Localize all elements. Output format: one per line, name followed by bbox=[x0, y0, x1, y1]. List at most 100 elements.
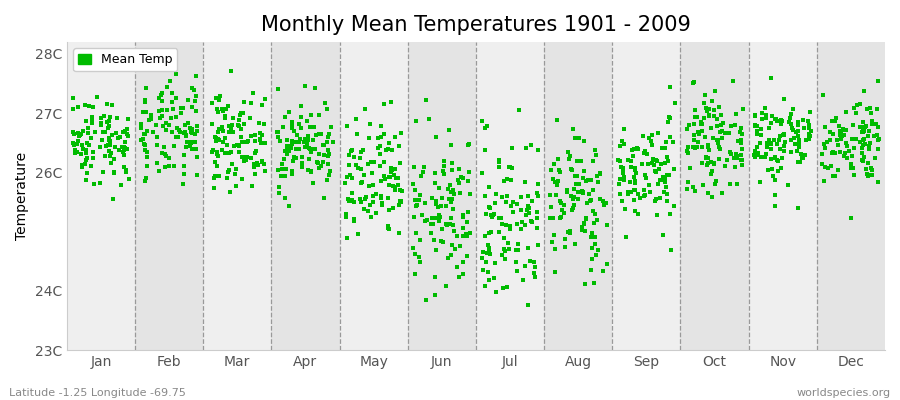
Point bbox=[159, 120, 174, 126]
Point bbox=[870, 146, 885, 152]
Point bbox=[247, 161, 261, 167]
Point bbox=[525, 198, 539, 204]
Point bbox=[642, 135, 656, 142]
Point bbox=[277, 195, 292, 201]
Point bbox=[102, 123, 116, 129]
Point bbox=[828, 118, 842, 124]
Point bbox=[574, 157, 589, 164]
Point bbox=[410, 202, 425, 208]
Point bbox=[706, 98, 720, 104]
Point bbox=[765, 112, 779, 119]
Point bbox=[383, 169, 398, 175]
Point bbox=[346, 174, 360, 181]
Point bbox=[504, 145, 518, 152]
Point bbox=[180, 139, 194, 146]
Point bbox=[367, 159, 382, 165]
Point bbox=[764, 141, 778, 148]
Point bbox=[482, 276, 496, 283]
Point bbox=[704, 125, 718, 131]
Point bbox=[636, 150, 651, 156]
Point bbox=[184, 139, 199, 146]
Point bbox=[232, 117, 247, 123]
Point bbox=[529, 190, 544, 196]
Point bbox=[661, 158, 675, 164]
Point bbox=[85, 116, 99, 122]
Point bbox=[735, 131, 750, 138]
Point bbox=[138, 99, 152, 106]
Point bbox=[448, 246, 463, 252]
Point bbox=[86, 148, 101, 155]
Point bbox=[282, 202, 296, 209]
Point bbox=[392, 175, 406, 181]
Point bbox=[446, 228, 461, 234]
Point bbox=[715, 128, 729, 134]
Point bbox=[428, 180, 442, 186]
Point bbox=[208, 158, 222, 165]
Point bbox=[455, 233, 470, 240]
Point bbox=[628, 186, 643, 193]
Point bbox=[315, 158, 329, 165]
Point bbox=[554, 200, 569, 207]
Point bbox=[138, 130, 152, 137]
Point bbox=[748, 154, 762, 160]
Point bbox=[726, 78, 741, 84]
Point bbox=[585, 208, 599, 214]
Point bbox=[857, 136, 871, 142]
Point bbox=[84, 135, 98, 141]
Point bbox=[308, 85, 322, 91]
Point bbox=[718, 130, 733, 136]
Point bbox=[791, 118, 806, 125]
Point bbox=[179, 132, 194, 139]
Point bbox=[705, 168, 719, 174]
Point bbox=[183, 142, 197, 149]
Point bbox=[282, 108, 296, 115]
Point bbox=[662, 171, 676, 178]
Point bbox=[66, 95, 80, 101]
Point bbox=[626, 146, 641, 152]
Point bbox=[66, 140, 80, 147]
Point bbox=[489, 191, 503, 197]
Point bbox=[704, 171, 718, 177]
Point bbox=[596, 198, 610, 204]
Point bbox=[548, 268, 562, 275]
Point bbox=[759, 111, 773, 118]
Point bbox=[284, 170, 299, 177]
Point bbox=[499, 199, 513, 205]
Point bbox=[419, 297, 434, 303]
Point bbox=[104, 160, 118, 166]
Point bbox=[572, 135, 587, 141]
Point bbox=[724, 150, 738, 157]
Point bbox=[840, 155, 854, 161]
Point bbox=[731, 138, 745, 145]
Point bbox=[165, 99, 179, 105]
Point bbox=[817, 164, 832, 170]
Point bbox=[378, 146, 392, 153]
Point bbox=[176, 162, 191, 169]
Point bbox=[856, 129, 870, 136]
Point bbox=[618, 234, 633, 240]
Point bbox=[240, 137, 255, 144]
Point bbox=[229, 166, 243, 172]
Point bbox=[660, 198, 674, 204]
Point bbox=[158, 164, 172, 170]
Point bbox=[455, 212, 470, 218]
Point bbox=[650, 212, 664, 219]
Point bbox=[359, 194, 374, 200]
Point bbox=[836, 153, 850, 159]
Point bbox=[791, 205, 806, 211]
Point bbox=[529, 224, 544, 231]
Point bbox=[314, 131, 328, 137]
Point bbox=[762, 125, 777, 132]
Point bbox=[347, 216, 362, 223]
Point bbox=[580, 200, 594, 206]
Point bbox=[581, 177, 596, 184]
Point bbox=[773, 145, 788, 152]
Point bbox=[239, 139, 254, 146]
Point bbox=[505, 165, 519, 171]
Point bbox=[450, 264, 464, 271]
Point bbox=[236, 139, 250, 145]
Point bbox=[389, 174, 403, 181]
Point bbox=[231, 142, 246, 148]
Point bbox=[491, 158, 506, 165]
Point bbox=[463, 190, 477, 197]
